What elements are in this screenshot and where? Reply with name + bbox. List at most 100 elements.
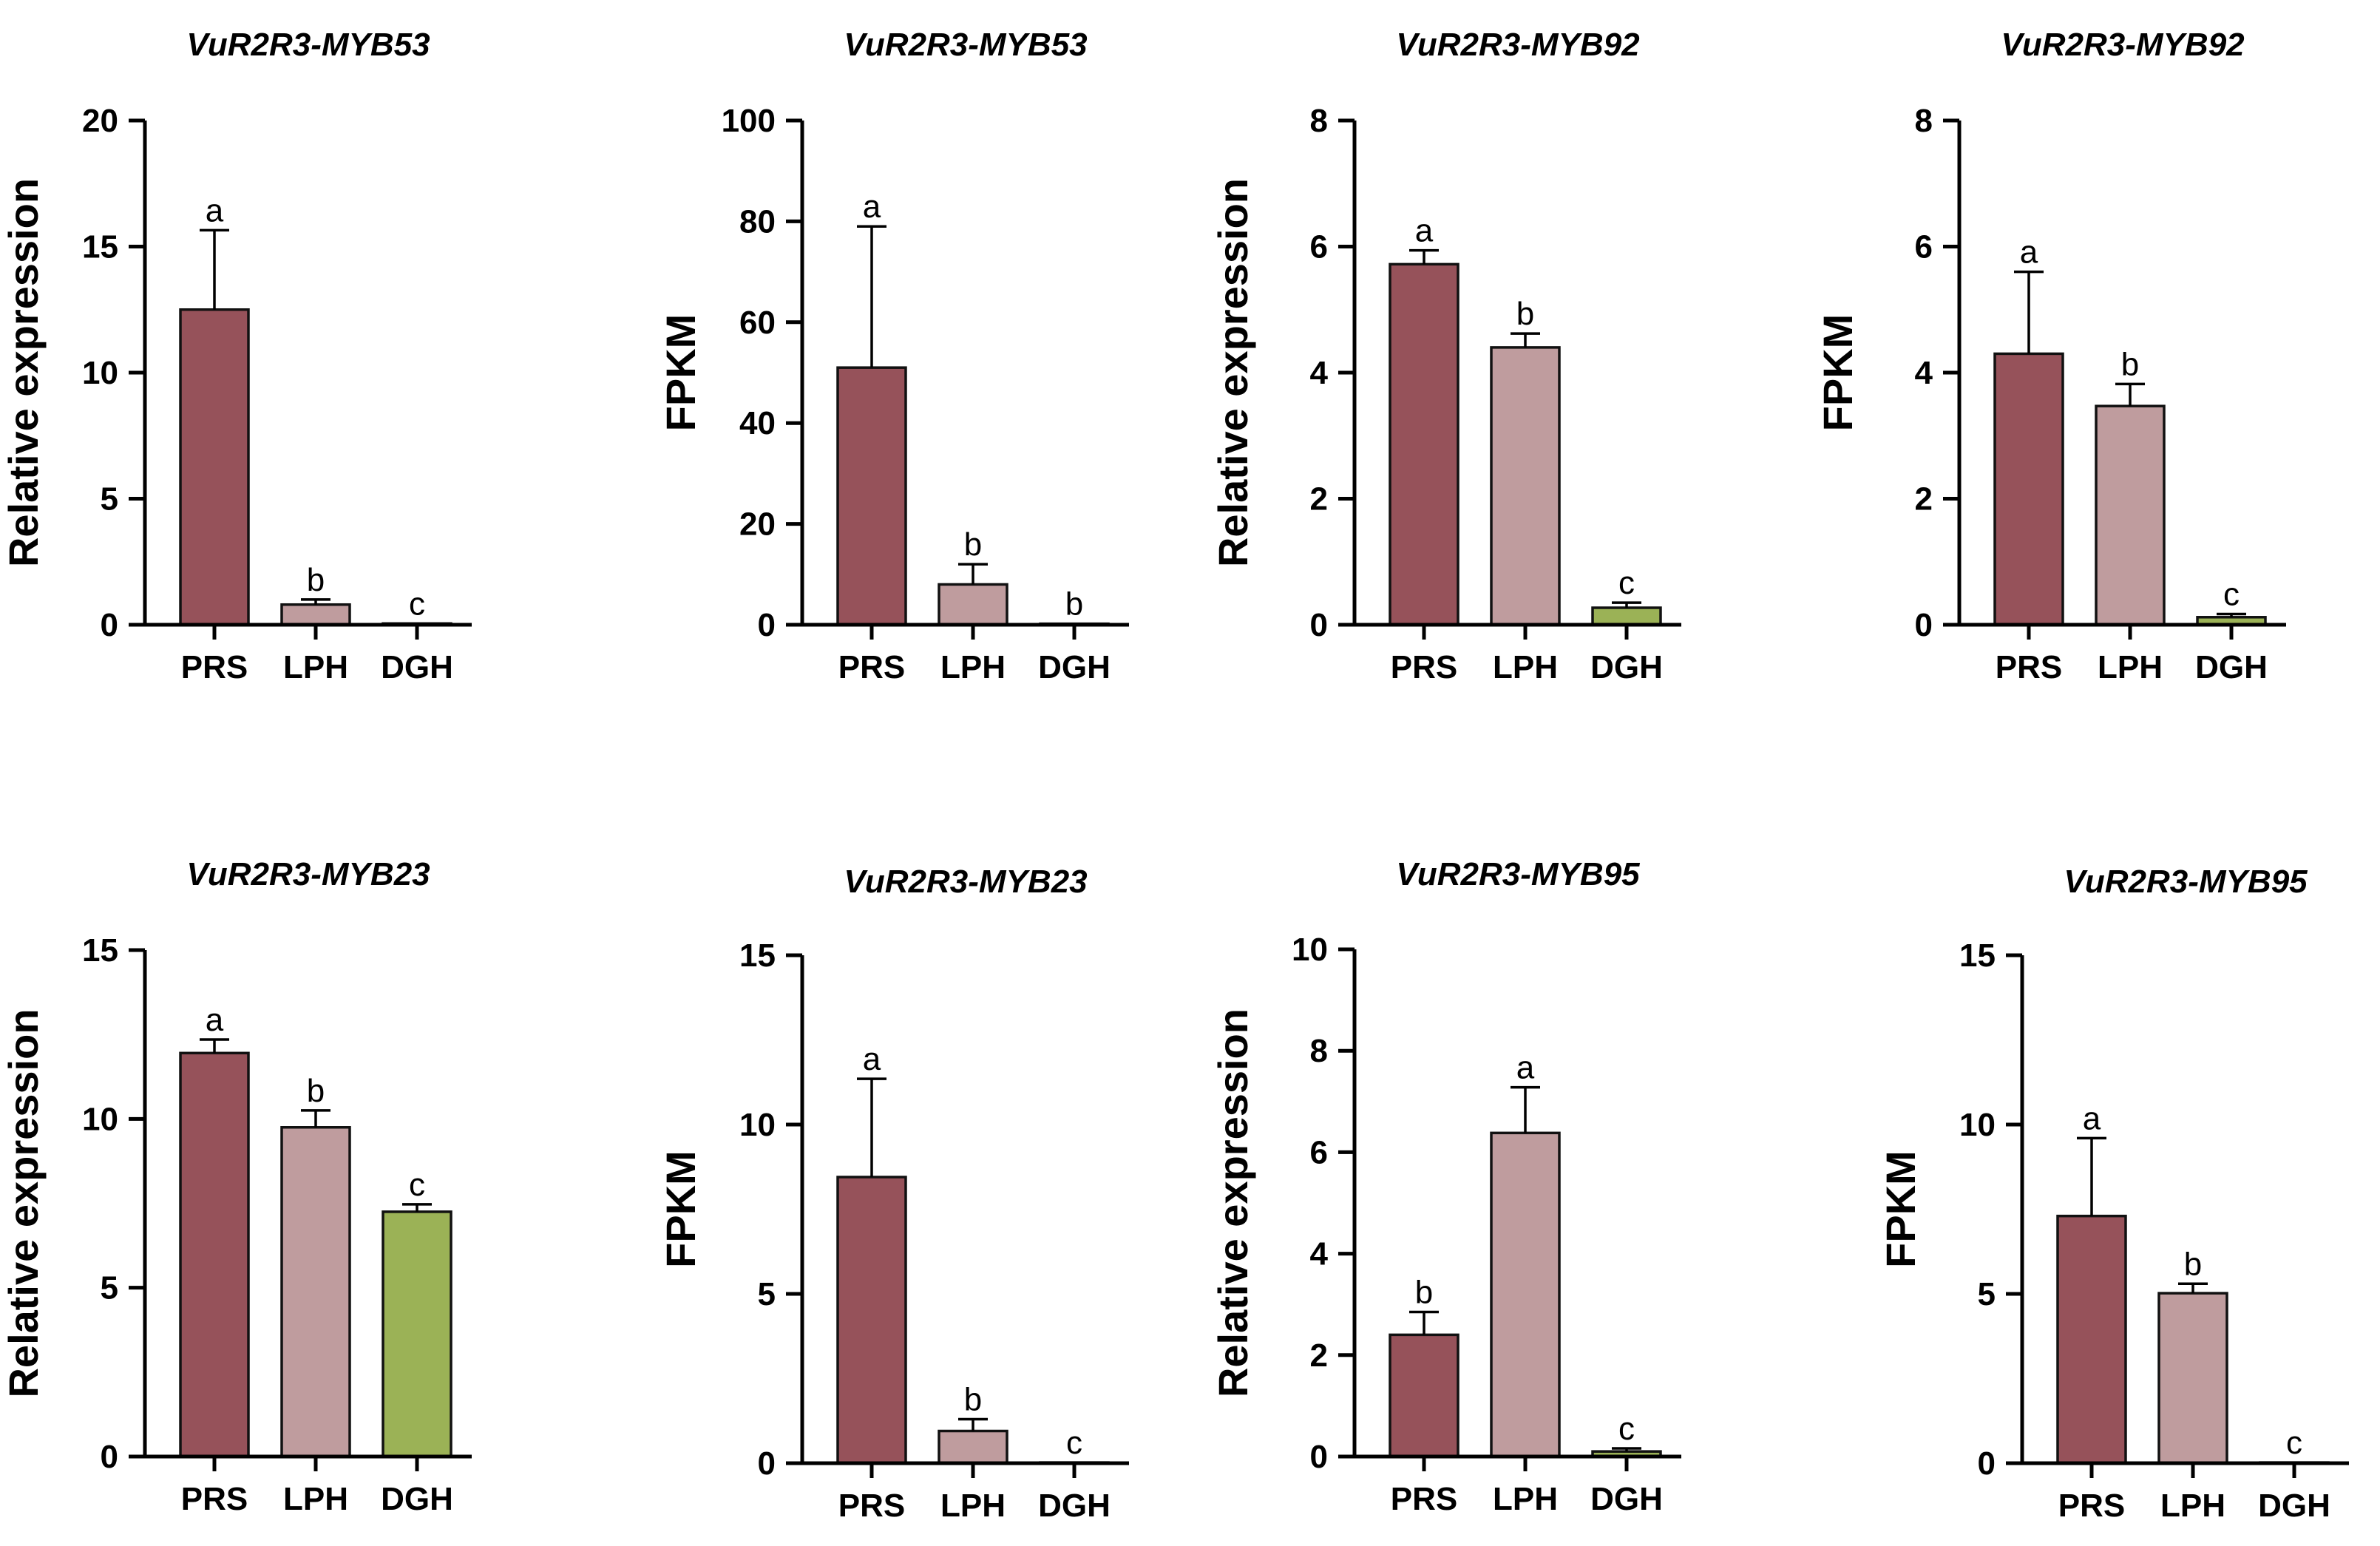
y-axis-label: Relative expression — [0, 1008, 47, 1397]
y-tick-label: 5 — [758, 1276, 776, 1312]
significance-letter: b — [307, 1073, 325, 1109]
bar-prs — [179, 308, 250, 626]
significance-letter: a — [1415, 213, 1434, 249]
category-label: LPH — [1493, 1481, 1558, 1517]
chart-title: VuR2R3-MYB53 — [186, 27, 430, 63]
y-axis-label: Relative expression — [1210, 1008, 1256, 1397]
y-tick-label: 10 — [739, 1107, 776, 1143]
y-tick-label: 8 — [1310, 1033, 1328, 1069]
y-tick-label: 80 — [739, 203, 776, 240]
significance-letter: a — [206, 192, 224, 228]
y-tick-label: 0 — [758, 607, 776, 643]
significance-letter: a — [863, 189, 881, 225]
chart-panel-7: VuR2R3-MYB95 Relative expression b PRS a LPH c… — [1210, 856, 1681, 1517]
y-tick-label: 0 — [758, 1445, 776, 1482]
category-label: PRS — [2058, 1488, 2125, 1524]
y-tick-label: 2 — [1310, 481, 1328, 518]
bar-prs — [1389, 1333, 1459, 1458]
y-tick-label: 0 — [101, 607, 118, 643]
y-axis-label: FPKM — [1814, 314, 1861, 432]
significance-letter: a — [1516, 1050, 1535, 1086]
category-label: DGH — [381, 1481, 453, 1517]
y-tick-label: 4 — [1915, 355, 1933, 391]
y-tick-label: 5 — [101, 1270, 118, 1306]
bar-lph — [1490, 346, 1561, 626]
bar-prs — [1389, 262, 1459, 626]
y-tick-label: 20 — [82, 103, 118, 139]
y-tick-label: 6 — [1915, 229, 1933, 265]
chart-panel-4: VuR2R3-MYB92 FPKM a PRS b LPH c DGH 0 2 4 6 8 — [1814, 27, 2286, 685]
y-tick-label: 0 — [1978, 1445, 1996, 1482]
bar-lph — [2157, 1292, 2228, 1465]
category-label: PRS — [181, 1481, 248, 1517]
category-label: DGH — [2195, 649, 2268, 685]
y-tick-label: 10 — [82, 355, 118, 391]
significance-letter: b — [964, 1381, 982, 1417]
y-tick-label: 4 — [1310, 355, 1329, 391]
bar-prs — [2056, 1214, 2127, 1465]
y-tick-label: 10 — [1959, 1107, 1996, 1143]
chart-panel-8: VuR2R3-MYB95 FPKM a PRS b LPH c DGH 0 5 10 15 — [1877, 864, 2349, 1524]
category-label: LPH — [2098, 649, 2163, 685]
category-label: DGH — [1590, 649, 1663, 685]
significance-letter: b — [2121, 346, 2139, 382]
bar-lph — [280, 1126, 351, 1458]
significance-letter: c — [1618, 1411, 1635, 1447]
category-label: PRS — [181, 649, 248, 685]
significance-letter: b — [1415, 1274, 1433, 1310]
y-tick-label: 8 — [1915, 103, 1933, 139]
category-label: DGH — [2258, 1488, 2330, 1524]
y-axis-label: FPKM — [657, 1150, 704, 1268]
category-label: DGH — [1038, 649, 1111, 685]
y-tick-label: 6 — [1310, 229, 1328, 265]
category-label: LPH — [940, 649, 1006, 685]
significance-letter: a — [206, 1002, 224, 1038]
significance-letter: c — [409, 1167, 425, 1203]
category-label: LPH — [2160, 1488, 2225, 1524]
y-tick-label: 2 — [1915, 481, 1933, 518]
y-tick-label: 15 — [1959, 938, 1996, 974]
y-tick-label: 2 — [1310, 1338, 1328, 1374]
y-axis-label: Relative expression — [0, 178, 47, 567]
chart-title: VuR2R3-MYB95 — [2064, 864, 2308, 900]
bar-dgh — [1591, 606, 1662, 626]
chart-title: VuR2R3-MYB92 — [1396, 27, 1640, 63]
y-axis-label: Relative expression — [1210, 178, 1256, 567]
chart-title: VuR2R3-MYB53 — [844, 27, 1087, 63]
chart-panel-3: VuR2R3-MYB92 Relative expression a PRS b LPH c… — [1210, 27, 1681, 685]
category-label: PRS — [838, 649, 905, 685]
category-label: PRS — [1996, 649, 2062, 685]
y-tick-label: 60 — [739, 305, 776, 341]
significance-letter: c — [1066, 1425, 1082, 1461]
significance-letter: b — [1065, 586, 1083, 623]
y-tick-label: 100 — [722, 103, 776, 139]
chart-title: VuR2R3-MYB23 — [844, 864, 1087, 900]
chart-panel-6: VuR2R3-MYB23 FPKM a PRS b LPH c DGH 0 5 10 15 — [657, 864, 1129, 1524]
category-label: LPH — [283, 1481, 348, 1517]
y-tick-label: 0 — [1310, 1439, 1328, 1475]
bar-prs — [836, 1176, 907, 1465]
bar-lph — [1490, 1131, 1561, 1458]
category-label: DGH — [1038, 1488, 1111, 1524]
category-label: LPH — [1493, 649, 1558, 685]
y-tick-label: 0 — [1310, 607, 1328, 643]
significance-letter: a — [863, 1041, 881, 1077]
category-label: DGH — [1590, 1481, 1663, 1517]
significance-letter: b — [2184, 1246, 2202, 1282]
y-tick-label: 20 — [739, 506, 776, 543]
y-tick-label: 15 — [739, 938, 776, 974]
category-label: LPH — [940, 1488, 1006, 1524]
significance-letter: b — [964, 526, 982, 563]
y-tick-label: 5 — [1978, 1276, 1996, 1312]
significance-letter: c — [1618, 565, 1635, 601]
significance-letter: c — [2223, 577, 2240, 613]
bar-lph — [280, 603, 351, 626]
category-label: PRS — [1391, 649, 1457, 685]
y-tick-label: 0 — [1915, 607, 1933, 643]
chart-panel-5: VuR2R3-MYB23 Relative expression a PRS b LPH c… — [0, 856, 472, 1517]
y-tick-label: 10 — [82, 1101, 118, 1137]
y-tick-label: 0 — [101, 1439, 118, 1475]
y-axis-label: FPKM — [657, 314, 704, 432]
bar-prs — [179, 1051, 250, 1458]
